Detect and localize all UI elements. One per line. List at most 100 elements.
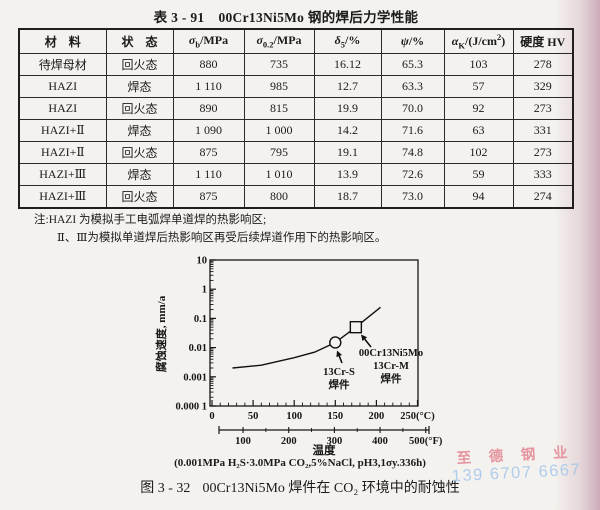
table-cell: 57	[443, 75, 514, 98]
table-cell: HAZI+Ⅲ	[18, 185, 107, 209]
svg-text:500(°F): 500(°F)	[409, 436, 443, 447]
annotation-label: 13Cr-S焊件	[323, 367, 355, 391]
table-cell: 1 110	[172, 75, 245, 98]
table-cell: 274	[512, 185, 574, 209]
table-note-1: 注:HAZI 为模拟手工电弧焊单道焊的热影响区;	[34, 214, 267, 226]
header-cell: σ0.2/MPa	[243, 28, 315, 54]
svg-text:0.01: 0.01	[189, 343, 207, 354]
table-cell: 1 110	[172, 163, 245, 186]
table-cell: 待焊母材	[18, 53, 107, 76]
svg-text:100: 100	[235, 436, 251, 447]
table-title-text: 00Cr13Ni5Mo 钢的焊后力学性能	[218, 10, 419, 25]
table-row: HAZI+Ⅲ 回火态 875 800 18.7 73.0 94 274	[18, 185, 574, 209]
table-cell: 70.0	[380, 97, 445, 120]
table-cell: 63.3	[380, 75, 445, 98]
svg-text:0.000 1: 0.000 1	[176, 402, 208, 413]
table-cell: 65.3	[380, 53, 445, 76]
table-cell: 985	[243, 75, 315, 98]
svg-text:焊件: 焊件	[329, 378, 350, 391]
table-row: HAZI+Ⅱ 回火态 875 795 19.1 74.8 102 273	[18, 141, 574, 164]
table-cell: 273	[512, 97, 574, 120]
table-cell: 331	[512, 119, 574, 142]
table-row: HAZI+Ⅲ 焊态 1 110 1 010 13.9 72.6 59 333	[18, 163, 574, 186]
y-axis: 10 1 0.1 0.01 0.001 0.000 1 腐蚀速度, mm/a	[154, 256, 216, 413]
svg-text:00Cr13Ni5Mo: 00Cr13Ni5Mo	[359, 348, 423, 359]
annotation-arrow	[361, 334, 372, 348]
table-row: 待焊母材 回火态 880 735 16.12 65.3 103 278	[18, 53, 574, 76]
table-cell: 329	[512, 75, 574, 98]
marker-circle-13cr-s	[329, 336, 342, 349]
corrosion-chart-svg: 10 1 0.1 0.01 0.001 0.000 1 腐蚀速度, mm/a 0 50 100 15…	[154, 256, 443, 458]
table-cell: 278	[512, 53, 574, 76]
table-cell: HAZI	[18, 75, 107, 98]
table-cell: 71.6	[380, 119, 445, 142]
table-cell: 1 000	[243, 119, 315, 142]
annotation-label: 00Cr13Ni5Mo 13Cr-M焊件	[359, 348, 423, 385]
svg-text:0: 0	[209, 411, 214, 422]
table-cell: 890	[172, 97, 245, 120]
table-cell: 焊态	[105, 75, 174, 98]
header-cell: 材 料	[18, 28, 107, 54]
table-cell: 92	[443, 97, 514, 120]
table-cell: 焊态	[105, 163, 174, 186]
table-cell: 回火态	[105, 53, 174, 76]
table-cell: 875	[172, 185, 245, 209]
table-cell: 815	[243, 97, 315, 120]
svg-text:0.001: 0.001	[183, 372, 207, 383]
header-cell: σb/MPa	[172, 28, 245, 54]
table-cell: HAZI+Ⅲ	[18, 163, 107, 186]
svg-text:50: 50	[248, 411, 259, 422]
table-cell: 59	[443, 163, 514, 186]
table-cell: 102	[443, 141, 514, 164]
header-cell: αK/(J/cm2)	[443, 28, 514, 54]
figure-caption: 图 3 - 32 00Cr13Ni5Mo 焊件在 CO₂ 环境中的耐蚀性	[0, 477, 600, 497]
table-row: HAZI+Ⅱ 焊态 1 090 1 000 14.2 71.6 63 331	[18, 119, 574, 142]
svg-text:100: 100	[286, 411, 302, 422]
x-axis-celsius: 0 50 100 150 200 250(°C)	[209, 400, 435, 422]
figure-caption-text: 00Cr13Ni5Mo 焊件在 CO₂ 环境中的耐蚀性	[202, 481, 460, 496]
table-cell: 回火态	[105, 97, 174, 120]
table-cell: 875	[172, 141, 245, 164]
marker-square-13cr-m	[349, 320, 363, 334]
table-cell: 1 090	[172, 119, 245, 142]
table-cell: 16.12	[313, 53, 382, 76]
corrosion-chart: 10 1 0.1 0.01 0.001 0.000 1 腐蚀速度, mm/a 0 50 100 15…	[150, 254, 460, 458]
svg-text:200: 200	[281, 436, 297, 447]
figure-number-label: 图 3 - 32	[140, 481, 191, 496]
table-body: 待焊母材 回火态 880 735 16.12 65.3 103 278 HAZI 焊态 1 110 9…	[18, 53, 574, 209]
svg-text:10: 10	[197, 256, 208, 267]
table-cell: 18.7	[313, 185, 382, 209]
table-cell: 273	[512, 141, 574, 164]
svg-text:焊件: 焊件	[381, 372, 402, 385]
table-cell: 1 010	[243, 163, 315, 186]
table-cell: 735	[243, 53, 315, 76]
table-cell: HAZI	[18, 97, 107, 120]
svg-text:300: 300	[327, 436, 343, 447]
header-cell: 状 态	[105, 28, 174, 54]
table-row: HAZI 焊态 1 110 985 12.7 63.3 57 329	[18, 75, 574, 98]
table-cell: 72.6	[380, 163, 445, 186]
table-cell: 74.8	[380, 141, 445, 164]
test-condition-text: (0.001MPa H₂S·3.0MPa CO₂,5%NaCl, pH3,1σy…	[174, 457, 426, 469]
x-axis-fahrenheit: 100 200 300 400 500(°F) 温度	[218, 426, 443, 457]
svg-text:250(°C): 250(°C)	[400, 411, 435, 422]
x-axis-label: 温度	[313, 443, 336, 456]
annotation-arrow	[336, 350, 343, 364]
table-cell: 19.1	[313, 141, 382, 164]
table-cell: HAZI+Ⅱ	[18, 119, 107, 142]
header-cell: δ5/%	[313, 28, 382, 54]
svg-text:150: 150	[327, 411, 343, 422]
properties-table: 材 料状 态 σb/MPa σ0.2/MPa δ5/% ψ/% αK/(J/cm2) 硬度 …	[18, 28, 574, 209]
svg-text:200: 200	[369, 411, 385, 422]
table-cell: 19.9	[313, 97, 382, 120]
table-cell: 333	[512, 163, 574, 186]
table-cell: 94	[443, 185, 514, 209]
svg-text:400: 400	[372, 436, 388, 447]
table-cell: 14.2	[313, 119, 382, 142]
svg-text:0.1: 0.1	[194, 314, 207, 325]
svg-text:1: 1	[202, 285, 207, 296]
table-cell: 焊态	[105, 119, 174, 142]
table-cell: 13.9	[313, 163, 382, 186]
table-cell: 73.0	[380, 185, 445, 209]
table-cell: 12.7	[313, 75, 382, 98]
